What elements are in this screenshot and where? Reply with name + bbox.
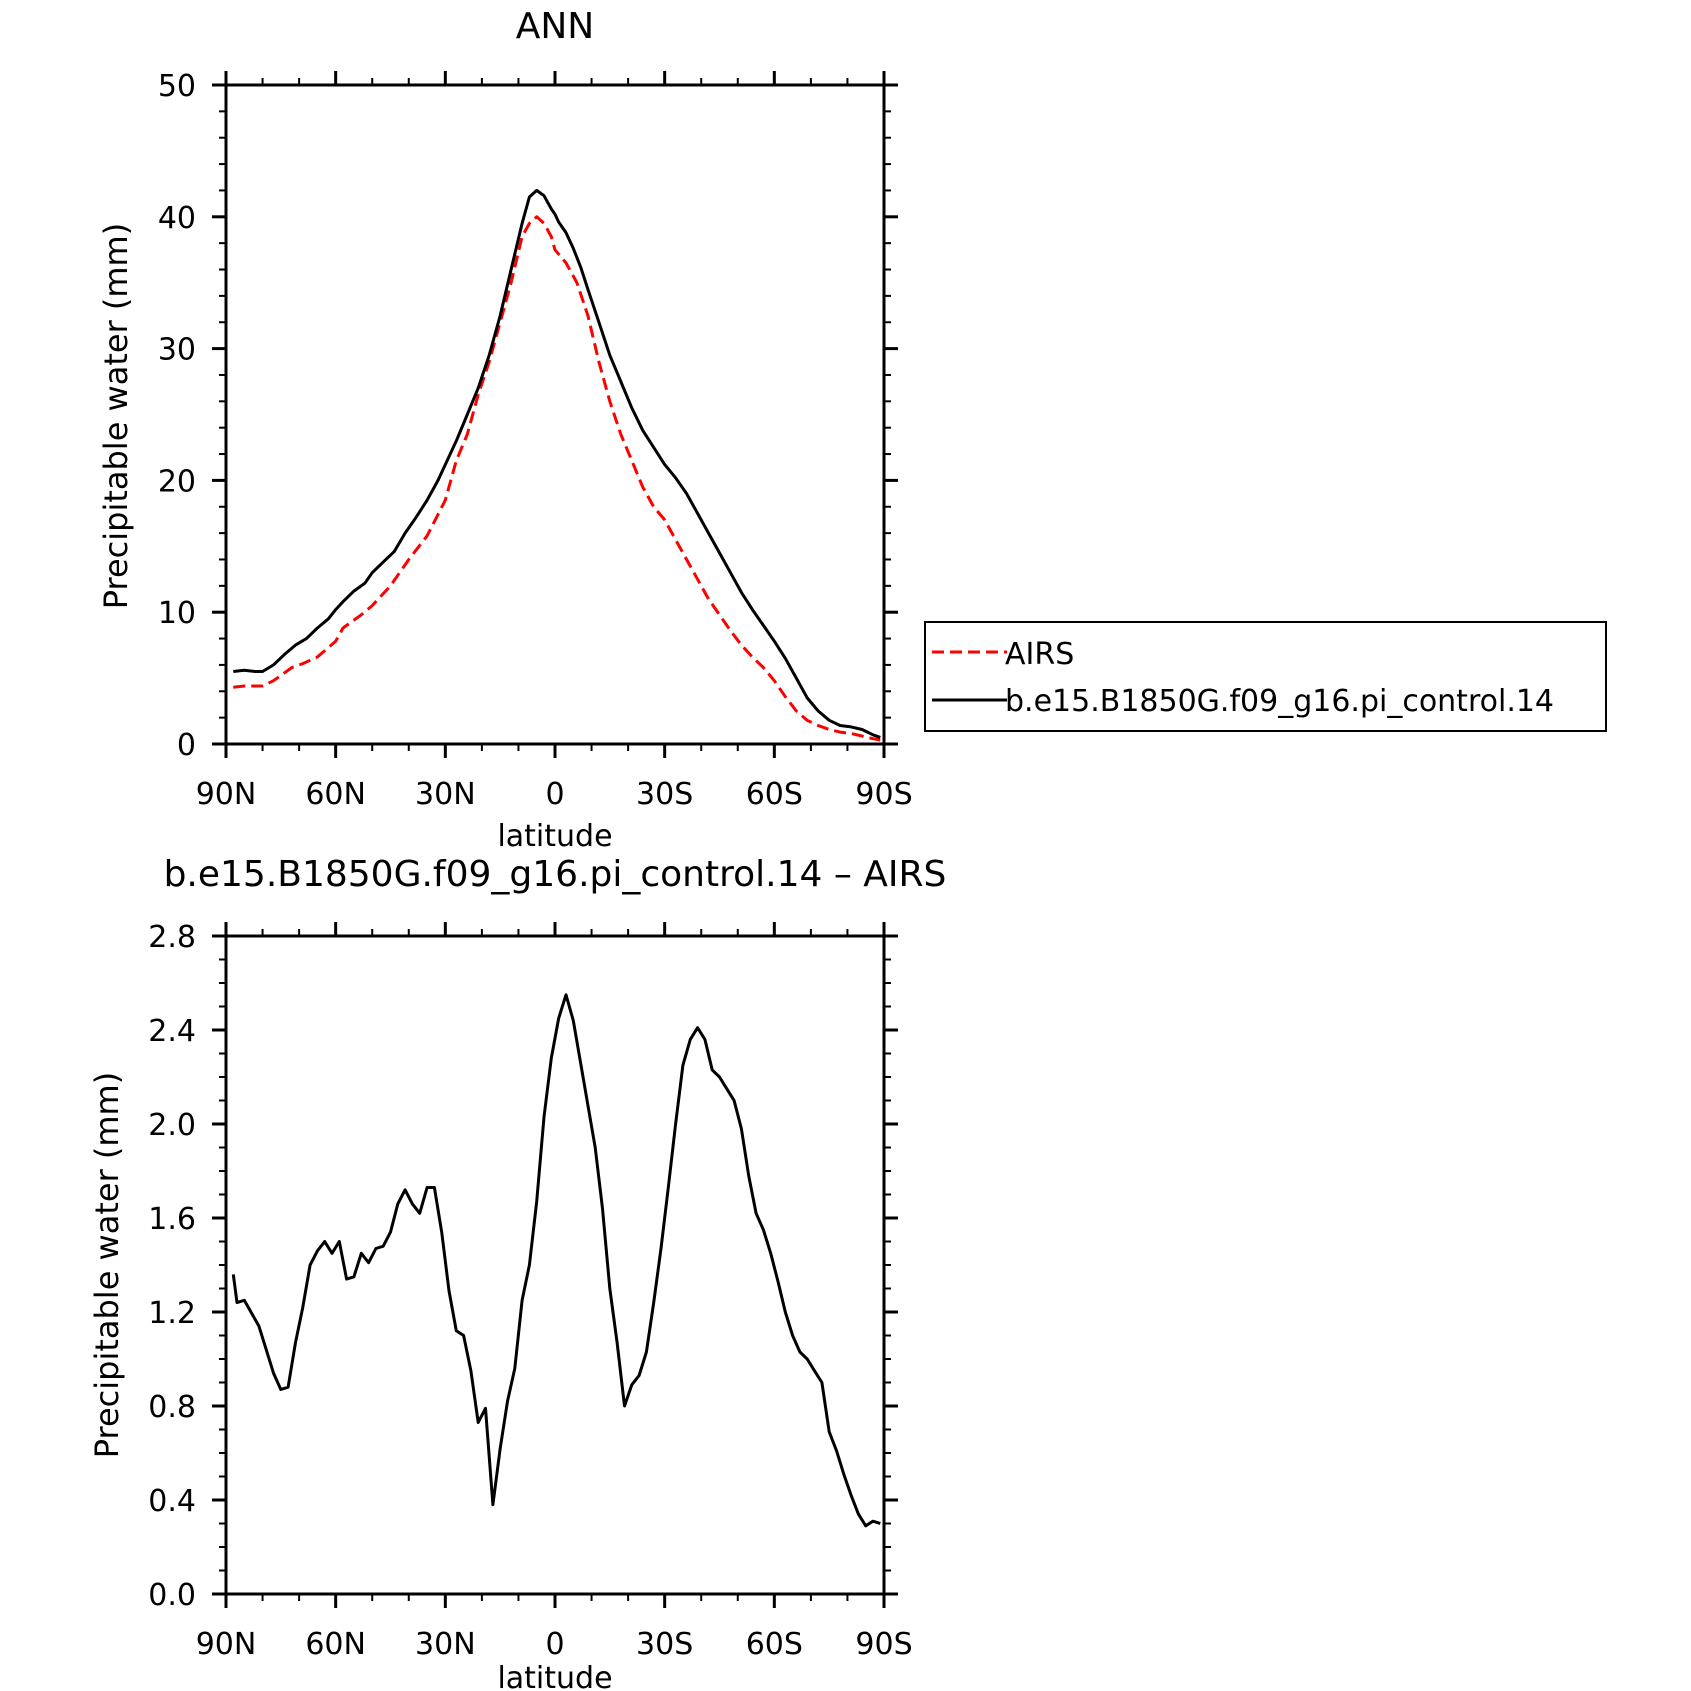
bottom-y-tick-label: 1.2 [148, 1296, 196, 1331]
bottom-x-tick-label: 90N [196, 1627, 257, 1662]
bottom-x-tick-label: 60N [305, 1627, 366, 1662]
top-series-line-1 [233, 188, 881, 739]
bottom-x-tick-label: 90S [855, 1627, 912, 1662]
top-y-tick-label: 20 [158, 464, 196, 499]
bottom-y-tick-label: 0.0 [148, 1578, 196, 1613]
legend-label-airs: AIRS [1005, 637, 1074, 672]
bottom-y-tick-label: 2.0 [148, 1108, 196, 1143]
bottom-x-tick-label: 30N [415, 1627, 476, 1662]
bottom-series-line-0 [231, 993, 881, 1528]
top-y-axis-label: Precipitable water (mm) [97, 223, 135, 609]
bottom-x-tick-label: 60S [746, 1627, 803, 1662]
top-x-tick-label: 60S [746, 777, 803, 812]
top-y-tick-label: 40 [158, 201, 196, 236]
bottom-x-tick-label: 0 [545, 1627, 564, 1662]
legend-label-model: b.e15.B1850G.f09_g16.pi_control.14 [1005, 684, 1554, 719]
bottom-chart-title: b.e15.B1850G.f09_g16.pi_control.14 – AIR… [164, 854, 947, 895]
top-x-tick-label: 30S [636, 777, 693, 812]
top-x-tick-label: 60N [305, 777, 366, 812]
top-x-tick-label: 30N [415, 777, 476, 812]
bottom-y-tick-label: 0.8 [148, 1390, 196, 1425]
top-panel: ANN 90N 60N 30N 0 30S 60S 90S 0 10 20 30 40 50 Preci… [97, 6, 913, 854]
bottom-y-tick-label: 1.6 [148, 1202, 196, 1237]
top-series-line-0 [233, 215, 881, 742]
top-x-tick-label: 90S [855, 777, 912, 812]
bottom-y-tick-label: 2.4 [148, 1014, 196, 1049]
bottom-panel: b.e15.B1850G.f09_g16.pi_control.14 – AIR… [88, 854, 946, 1691]
legend: AIRS b.e15.B1850G.f09_g16.pi_control.14 [924, 621, 1607, 732]
bottom-x-axis-label: latitude [497, 1661, 612, 1691]
bottom-x-tick-label: 30S [636, 1627, 693, 1662]
top-y-tick-label: 50 [158, 69, 196, 104]
bottom-y-tick-label: 0.4 [148, 1484, 196, 1519]
bottom-y-axis-label: Precipitable water (mm) [88, 1072, 126, 1458]
top-y-tick-label: 30 [158, 333, 196, 368]
top-x-tick-label: 0 [545, 777, 564, 812]
legend-box [924, 621, 1607, 732]
top-y-tick-label: 0 [177, 728, 196, 763]
top-y-tick-label: 10 [158, 596, 196, 631]
top-plot-frame [224, 83, 886, 746]
top-x-axis-label: latitude [497, 819, 612, 854]
top-x-tick-label: 90N [196, 777, 257, 812]
top-chart-title: ANN [516, 6, 595, 47]
bottom-y-tick-label: 2.8 [148, 920, 196, 955]
